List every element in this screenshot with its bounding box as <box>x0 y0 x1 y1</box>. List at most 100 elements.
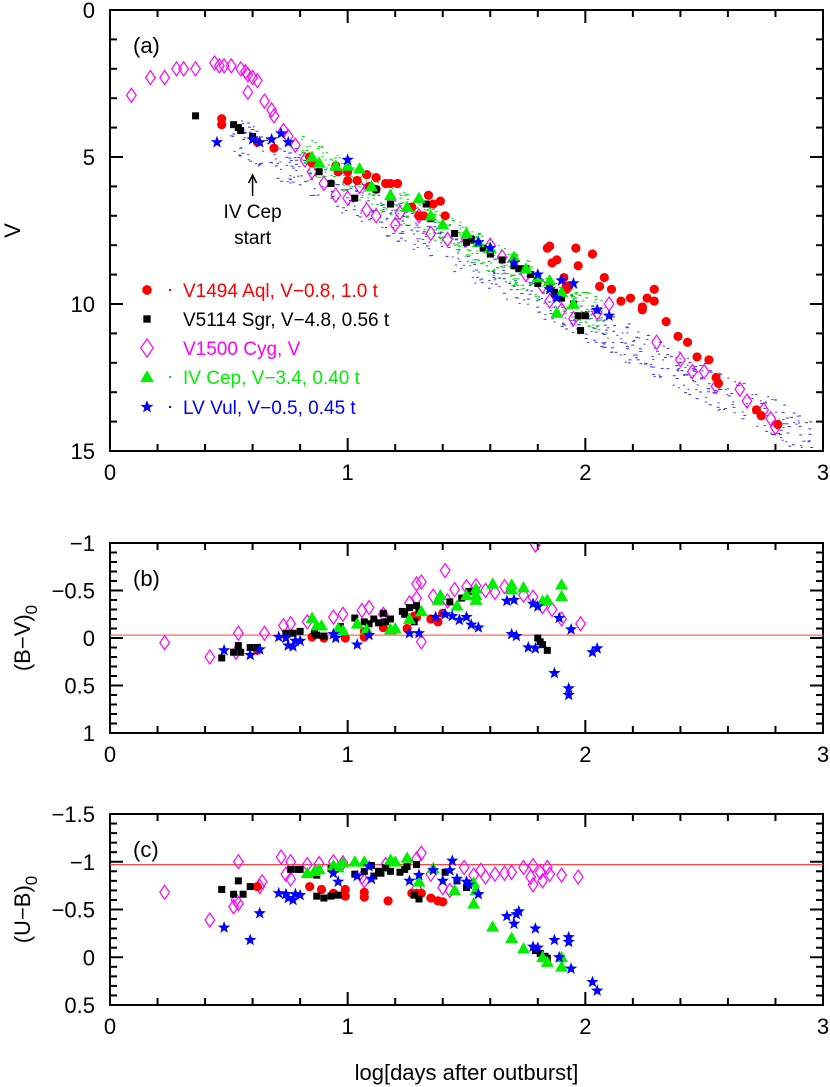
small-dot <box>327 164 330 166</box>
data-point-diamond <box>178 60 190 77</box>
small-dot <box>503 265 506 267</box>
data-point-triangle <box>555 285 569 298</box>
y-axis-label-subscript: 0 <box>22 876 41 885</box>
small-dot <box>393 203 396 205</box>
small-dot <box>732 403 735 405</box>
small-dot <box>512 278 515 280</box>
small-dot <box>594 341 598 343</box>
legend-small-dot <box>169 406 171 408</box>
small-dot <box>631 340 635 342</box>
small-dot <box>707 383 711 385</box>
small-dot <box>560 326 564 328</box>
small-dot <box>492 276 496 278</box>
small-dot <box>771 421 774 423</box>
data-point-circle <box>573 261 583 271</box>
small-dot <box>471 253 474 255</box>
small-dot <box>396 217 400 219</box>
small-dot <box>660 367 664 369</box>
small-dot <box>451 256 454 258</box>
small-dot <box>553 321 556 323</box>
small-dot <box>580 310 583 312</box>
data-point-star <box>351 638 364 650</box>
small-dot <box>544 314 547 316</box>
data-marks <box>159 543 604 701</box>
data-point-triangle <box>555 589 569 602</box>
small-dot <box>439 238 443 240</box>
data-point-triangle <box>414 604 428 617</box>
small-dot <box>289 175 292 177</box>
data-point-triangle <box>467 897 481 909</box>
small-dot <box>381 226 384 228</box>
small-dot <box>367 193 370 195</box>
data-point-circle <box>217 120 227 130</box>
data-point-circle <box>340 633 350 643</box>
small-dot <box>577 319 581 321</box>
small-dot <box>301 159 305 161</box>
small-dot <box>625 327 629 329</box>
small-dot <box>514 297 518 299</box>
small-dot <box>277 162 280 164</box>
small-dot <box>620 338 623 340</box>
small-dot <box>687 388 690 390</box>
small-dot <box>601 332 605 334</box>
small-dot <box>597 318 601 320</box>
legend-entry-lv-vul: LV Vul, V−0.5, 0.45 t <box>140 398 356 419</box>
small-dot <box>554 282 558 284</box>
data-point-star <box>553 611 566 624</box>
small-dot <box>520 284 524 286</box>
y-tick-label: 0.5 <box>64 674 95 699</box>
small-dot <box>439 232 443 234</box>
small-dot <box>488 279 491 281</box>
small-dot <box>509 289 513 291</box>
data-point-diamond <box>572 868 584 886</box>
data-point-diamond <box>289 137 301 154</box>
small-dot <box>600 300 604 302</box>
small-dot <box>526 303 529 305</box>
small-dot <box>481 263 484 265</box>
data-point-triangle <box>412 191 426 204</box>
small-dot <box>349 185 352 187</box>
small-dot <box>627 323 631 325</box>
small-dot <box>800 445 803 447</box>
small-dot <box>302 155 306 157</box>
small-dot <box>463 246 467 248</box>
data-point-triangle <box>388 855 402 867</box>
data-point-diamond <box>306 163 318 180</box>
data-point-star <box>465 618 478 630</box>
data-point-diamond <box>734 381 746 398</box>
small-dot <box>678 362 682 364</box>
small-dot <box>585 292 588 294</box>
small-dot <box>329 179 333 181</box>
data-point-triangle <box>383 188 397 201</box>
small-dot <box>385 217 389 219</box>
legend-entry-v5114-sgr: V5114 Sgr, V−4.8, 0.56 t <box>143 310 390 331</box>
small-dot <box>300 138 303 140</box>
data-point-square <box>234 877 242 885</box>
small-dot <box>575 292 578 294</box>
small-dot <box>570 295 573 297</box>
small-dot <box>459 221 462 223</box>
small-dot <box>309 172 312 174</box>
data-point-diamond <box>370 207 382 224</box>
small-dot <box>391 209 394 211</box>
small-dot <box>520 293 524 295</box>
small-dot <box>380 203 383 205</box>
small-dot <box>624 342 628 344</box>
small-dot <box>302 151 306 153</box>
small-dot <box>628 359 632 361</box>
small-dot <box>453 244 457 246</box>
small-dot <box>335 184 339 186</box>
small-dot <box>239 147 243 149</box>
small-dot <box>244 132 248 134</box>
small-dot <box>571 295 575 297</box>
small-dot <box>466 249 470 251</box>
small-dot <box>242 122 245 124</box>
data-point-square <box>577 326 585 334</box>
data-point-star <box>327 866 340 879</box>
small-dot <box>563 324 567 326</box>
small-dot <box>528 281 531 283</box>
small-dot <box>581 291 585 293</box>
small-dot <box>252 129 255 131</box>
data-point-square <box>287 865 295 873</box>
small-dot <box>373 184 376 186</box>
